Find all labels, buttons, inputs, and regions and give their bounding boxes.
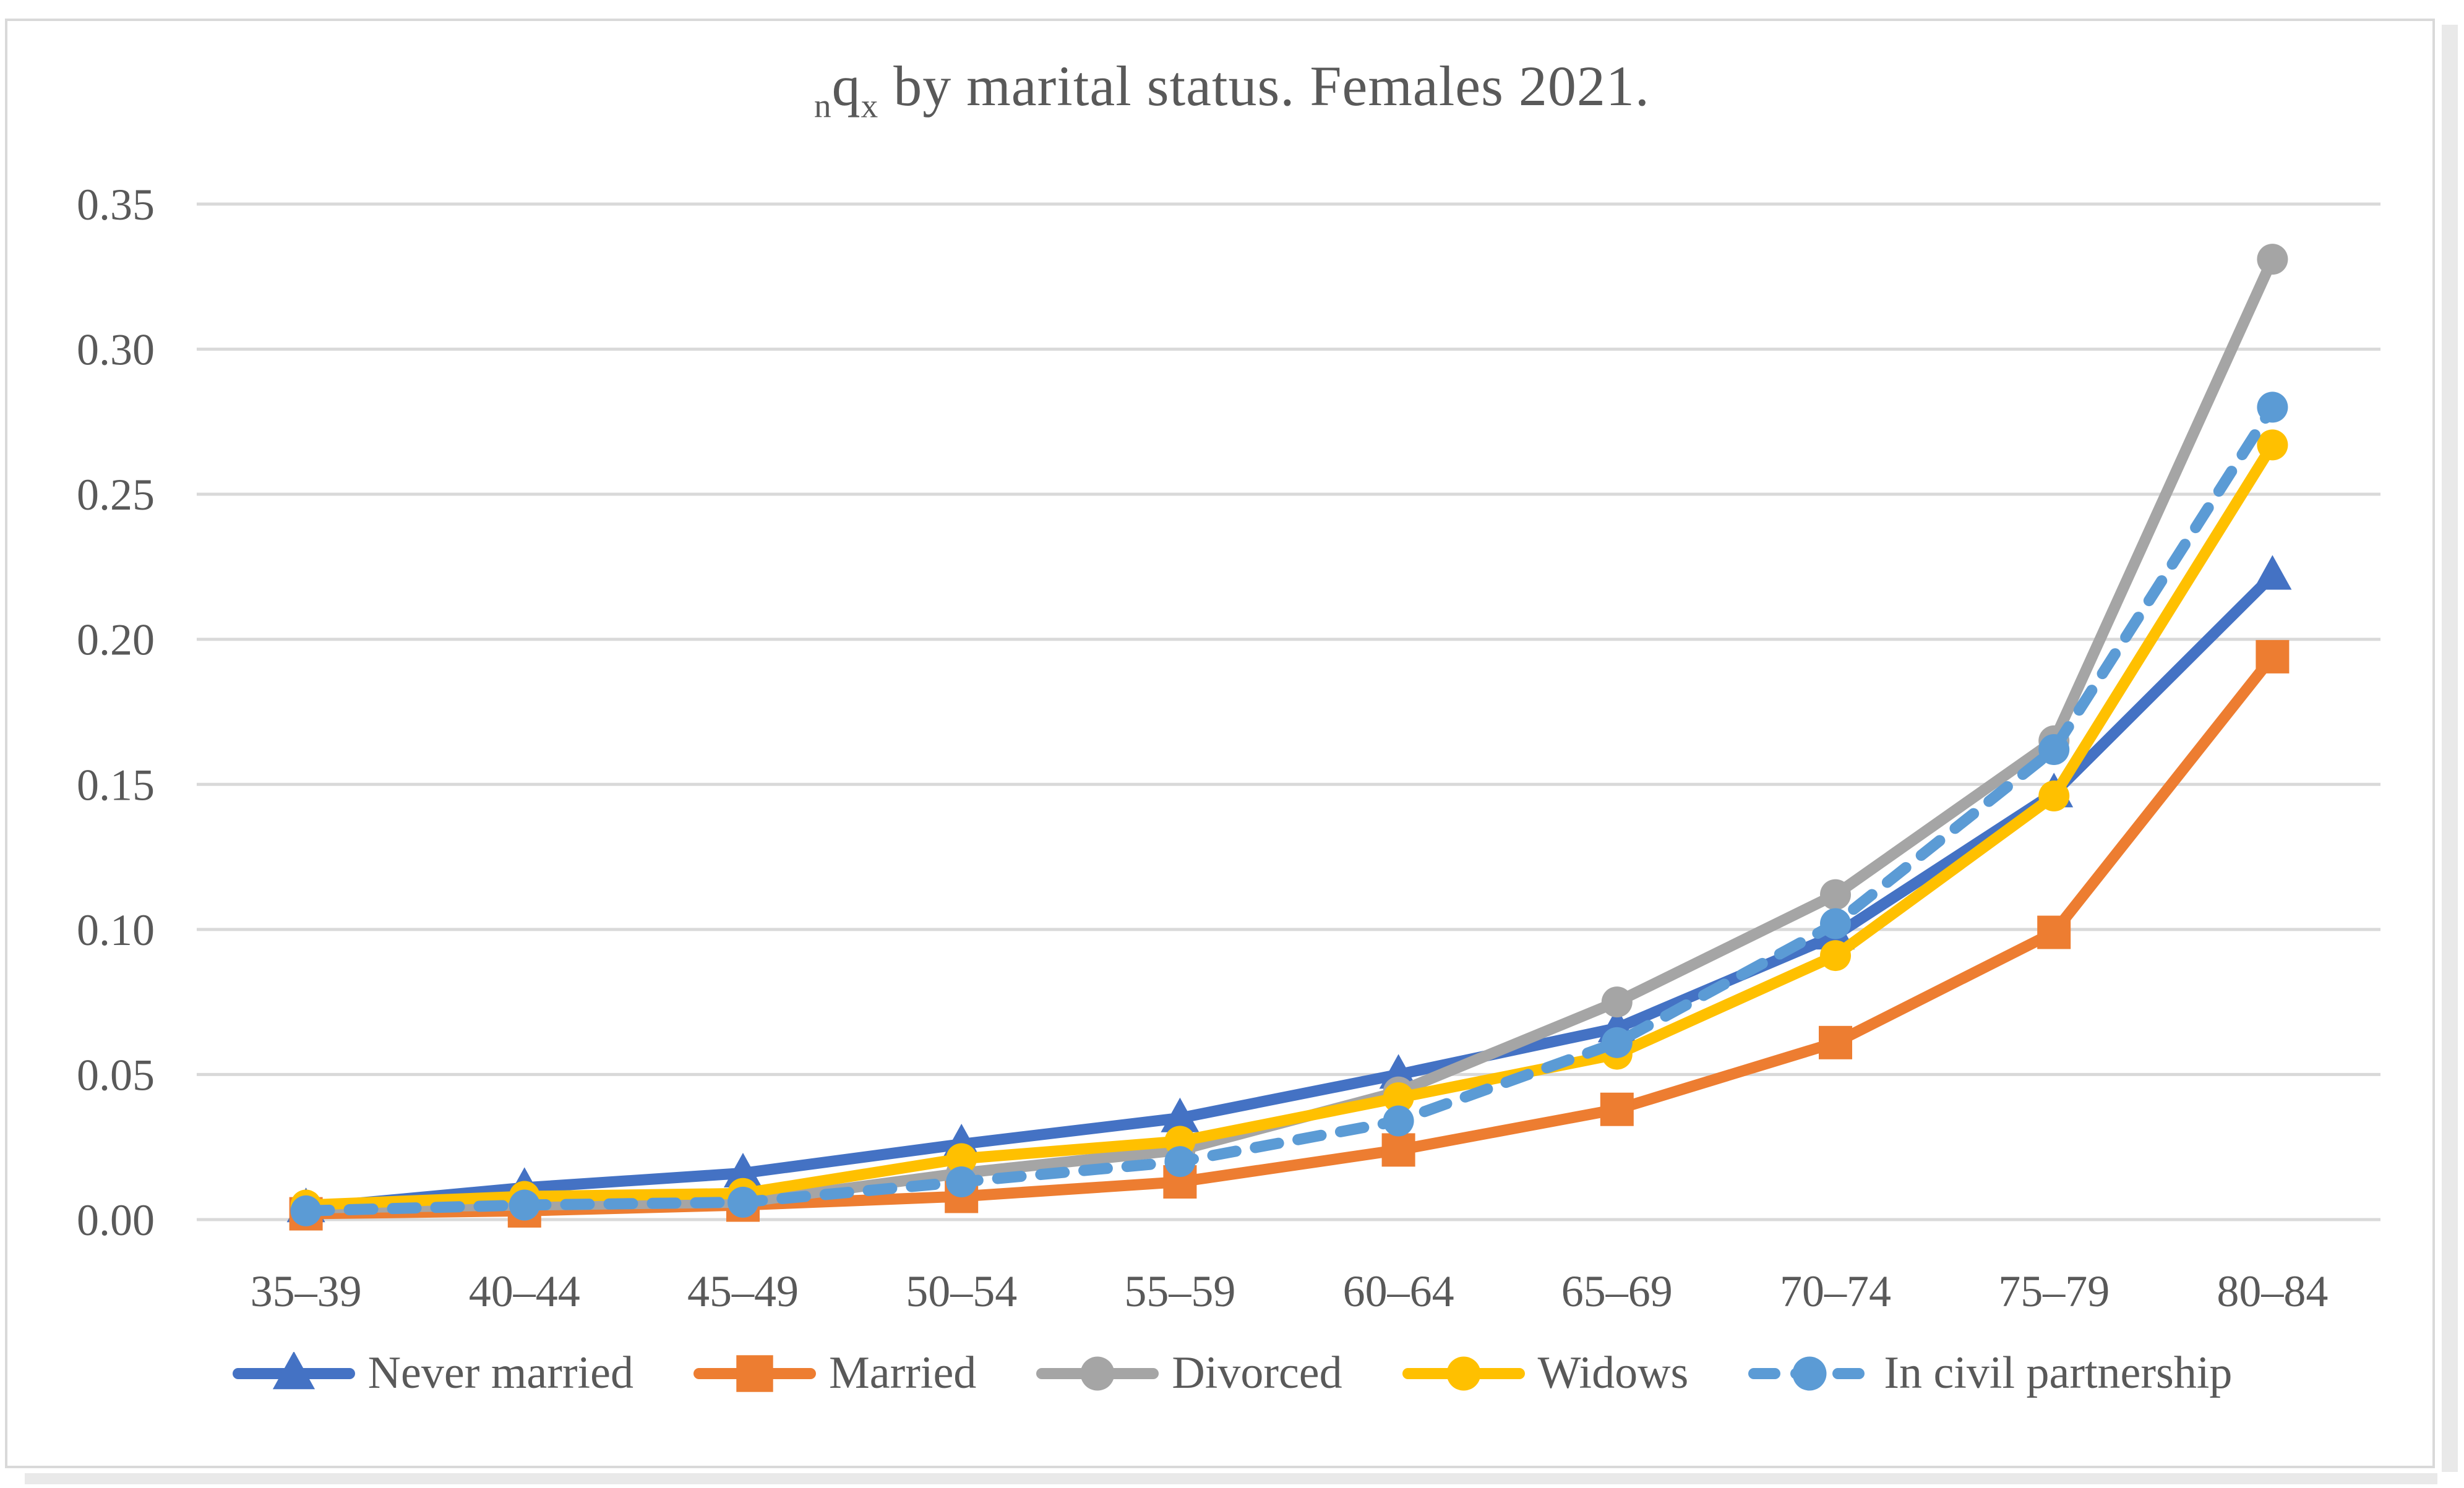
marker-civil_partnership-icon [509, 1189, 540, 1221]
x-axis-label: 45–49 [687, 1267, 799, 1316]
chart-border-frame [5, 19, 2435, 1468]
marker-divorced-icon [2257, 244, 2288, 275]
legend-label: In civil partnership [1884, 1348, 2233, 1398]
right-shadow-band [2442, 25, 2458, 1472]
marker-never_married-icon [2253, 555, 2292, 590]
x-axis-label: 75–79 [1998, 1267, 2110, 1316]
marker-never_married-icon [1161, 1097, 1200, 1132]
marker-divorced-icon [1601, 986, 1633, 1018]
legend-item-married: Married [693, 1347, 976, 1400]
x-axis-label: 60–64 [1343, 1267, 1454, 1316]
y-axis-label: 0.35 [77, 180, 155, 229]
x-axis-label: 55–59 [1124, 1267, 1235, 1316]
legend-item-widows: Widows [1402, 1347, 1689, 1400]
title-text: by marital status. Females 2021. [878, 54, 1650, 118]
title-q: q [831, 54, 861, 118]
marker-civil_partnership-icon [2257, 391, 2288, 423]
marker-married-icon [1819, 1025, 1852, 1059]
marker-never_married-icon [724, 1152, 762, 1187]
marker-married-icon [2037, 915, 2071, 949]
y-axis-label: 0.10 [77, 905, 155, 955]
title-subscript-x: x [861, 87, 879, 125]
legend-marker-widows-icon [1446, 1356, 1481, 1390]
legend-label: Never married [367, 1348, 633, 1398]
x-axis-label: 80–84 [2217, 1267, 2328, 1316]
legend-marker-civil_partnership-icon [1792, 1356, 1827, 1390]
legend-swatch-married-icon [693, 1354, 816, 1392]
x-axis-label: 40–44 [469, 1267, 580, 1316]
marker-widows-icon [1383, 1082, 1414, 1113]
chart-title: nqx by marital status. Females 2021. [0, 53, 2464, 125]
legend-label: Divorced [1172, 1348, 1342, 1398]
legend-swatch-widows-icon [1402, 1356, 1525, 1390]
marker-widows-icon [2038, 780, 2070, 812]
series-line-never_married [300, 570, 2278, 1214]
legend-swatch-civil_partnership-icon [1748, 1356, 1871, 1390]
series-line-married [300, 651, 2278, 1220]
marker-widows-icon [2257, 429, 2288, 461]
marker-married-icon [1600, 1092, 1634, 1126]
legend-marker-divorced-icon [1080, 1356, 1115, 1390]
legend-item-divorced: Divorced [1036, 1347, 1342, 1400]
series-line-divorced [300, 254, 2278, 1214]
legend-marker-married-icon [736, 1354, 773, 1392]
series-line-widows [300, 439, 2278, 1211]
marker-married-icon [2256, 639, 2290, 673]
marker-civil_partnership-icon [1820, 908, 1851, 939]
legend-swatch-never_married-icon [232, 1351, 355, 1389]
legend-item-never_married: Never married [232, 1347, 633, 1400]
legend-label: Widows [1537, 1348, 1689, 1398]
marker-civil_partnership-icon [290, 1195, 322, 1226]
marker-civil_partnership-icon [1601, 1027, 1633, 1058]
legend-marker-never_married-icon [272, 1351, 315, 1389]
marker-civil_partnership-icon [946, 1166, 977, 1198]
y-axis-label: 0.15 [77, 760, 155, 810]
x-axis-label: 35–39 [251, 1267, 362, 1316]
y-axis-label: 0.05 [77, 1050, 155, 1100]
legend: Never married Married Divorced Widows In civ… [0, 1347, 2464, 1400]
x-axis-label: 65–69 [1561, 1267, 1673, 1316]
title-subscript-n: n [814, 87, 832, 125]
y-axis-label: 0.25 [77, 470, 155, 520]
series-line-civil_partnership [300, 401, 2278, 1216]
marker-civil_partnership-icon [728, 1186, 758, 1218]
x-axis-label: 50–54 [906, 1267, 1017, 1316]
marker-civil_partnership-icon [1164, 1146, 1196, 1178]
legend-item-civil_partnership: In civil partnership [1748, 1347, 2232, 1400]
marker-civil_partnership-icon [2038, 733, 2070, 765]
marker-married-icon [1381, 1133, 1415, 1167]
marker-widows-icon [946, 1143, 977, 1174]
marker-widows-icon [1820, 940, 1851, 972]
y-axis-label: 0.30 [77, 325, 155, 375]
legend-label: Married [828, 1348, 977, 1398]
y-axis-label: 0.20 [77, 615, 155, 665]
legend-swatch-divorced-icon [1036, 1356, 1159, 1390]
y-axis-label: 0.00 [77, 1195, 155, 1245]
bottom-shadow-band [25, 1473, 2437, 1484]
x-axis-label: 70–74 [1780, 1267, 1891, 1316]
marker-civil_partnership-icon [1383, 1105, 1414, 1137]
marker-divorced-icon [1820, 879, 1851, 910]
